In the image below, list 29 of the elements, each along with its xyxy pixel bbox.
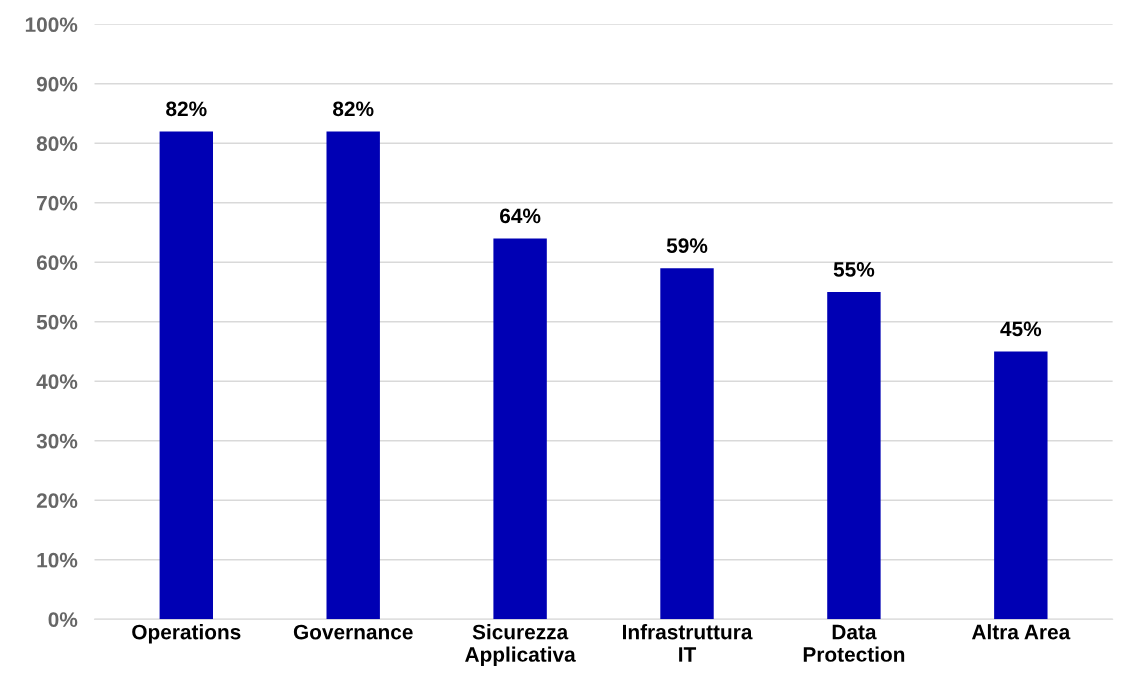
bar	[994, 351, 1048, 620]
y-tick-label: 40%	[36, 374, 78, 390]
data-label: 82%	[333, 101, 374, 117]
bar	[326, 131, 380, 620]
y-tick-label: 60%	[36, 255, 78, 271]
y-tick-label: 50%	[36, 314, 78, 330]
y-tick-label: 100%	[25, 17, 78, 33]
data-label: 64%	[500, 208, 541, 224]
y-tick-label: 90%	[36, 76, 78, 92]
data-label: 45%	[1000, 321, 1042, 337]
y-tick-label: 20%	[36, 493, 78, 509]
x-tick-label: Data Protection	[803, 624, 905, 662]
bar	[660, 268, 714, 620]
x-tick-label: Sicurezza Applicativa	[465, 624, 576, 666]
data-label: 59%	[666, 238, 708, 254]
x-tick-label: Infrastruttura IT	[623, 624, 753, 662]
x-tick-label: Operations	[132, 624, 241, 644]
bar	[159, 131, 213, 620]
y-tick-label: 70%	[37, 195, 78, 211]
bar	[827, 292, 881, 620]
y-tick-label: 10%	[37, 552, 78, 568]
x-tick-label: Altra Area	[971, 624, 1071, 640]
bar	[493, 238, 547, 620]
y-tick-label: 30%	[36, 433, 78, 449]
y-tick-label: 80%	[36, 136, 78, 152]
data-label: 82%	[166, 101, 207, 117]
x-tick-label: Governance	[293, 624, 413, 640]
y-tick-label: 0%	[48, 612, 78, 627]
data-label: 55%	[833, 262, 875, 277]
